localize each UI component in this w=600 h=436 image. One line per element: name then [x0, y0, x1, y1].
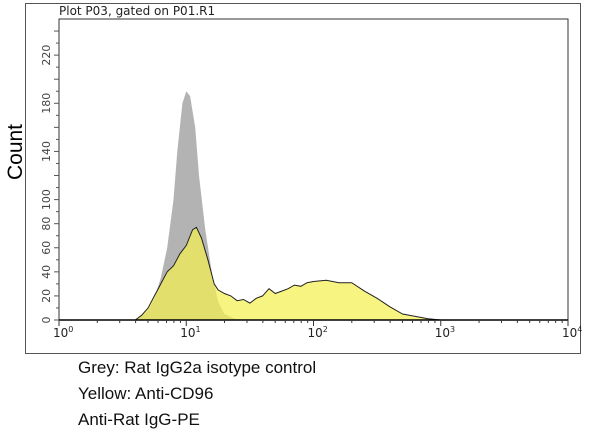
- x-tick-label: 101: [180, 325, 200, 340]
- plot-title: Plot P03, gated on P01.R1: [59, 4, 216, 18]
- y-tick-label: 140: [40, 141, 53, 162]
- y-tick-label: 80: [40, 217, 53, 231]
- y-tick-label: 100: [40, 189, 53, 210]
- caption-line-secondary: Anti-Rat IgG-PE: [78, 410, 200, 429]
- y-tick-label: 60: [40, 241, 53, 255]
- plot-area: [58, 18, 569, 321]
- x-tick-label: 103: [435, 325, 455, 340]
- caption-line-yellow: Yellow: Anti-CD96: [78, 384, 214, 403]
- plot-frame: [25, 3, 581, 354]
- y-tick-label: 180: [40, 93, 53, 114]
- y-tick-label: 0: [40, 317, 53, 324]
- series-anti-cd96-area: [133, 226, 441, 321]
- caption-line-grey: Grey: Rat IgG2a isotype control: [78, 358, 317, 377]
- x-tick-label: 102: [308, 325, 328, 340]
- x-tick-label: 104: [562, 325, 582, 340]
- y-tick-label: 220: [40, 45, 53, 66]
- y-tick-label: 40: [40, 265, 53, 279]
- series-isotype-control-area: [135, 91, 244, 320]
- y-tick-label: 20: [40, 289, 53, 303]
- x-tick-label: 100: [53, 325, 73, 340]
